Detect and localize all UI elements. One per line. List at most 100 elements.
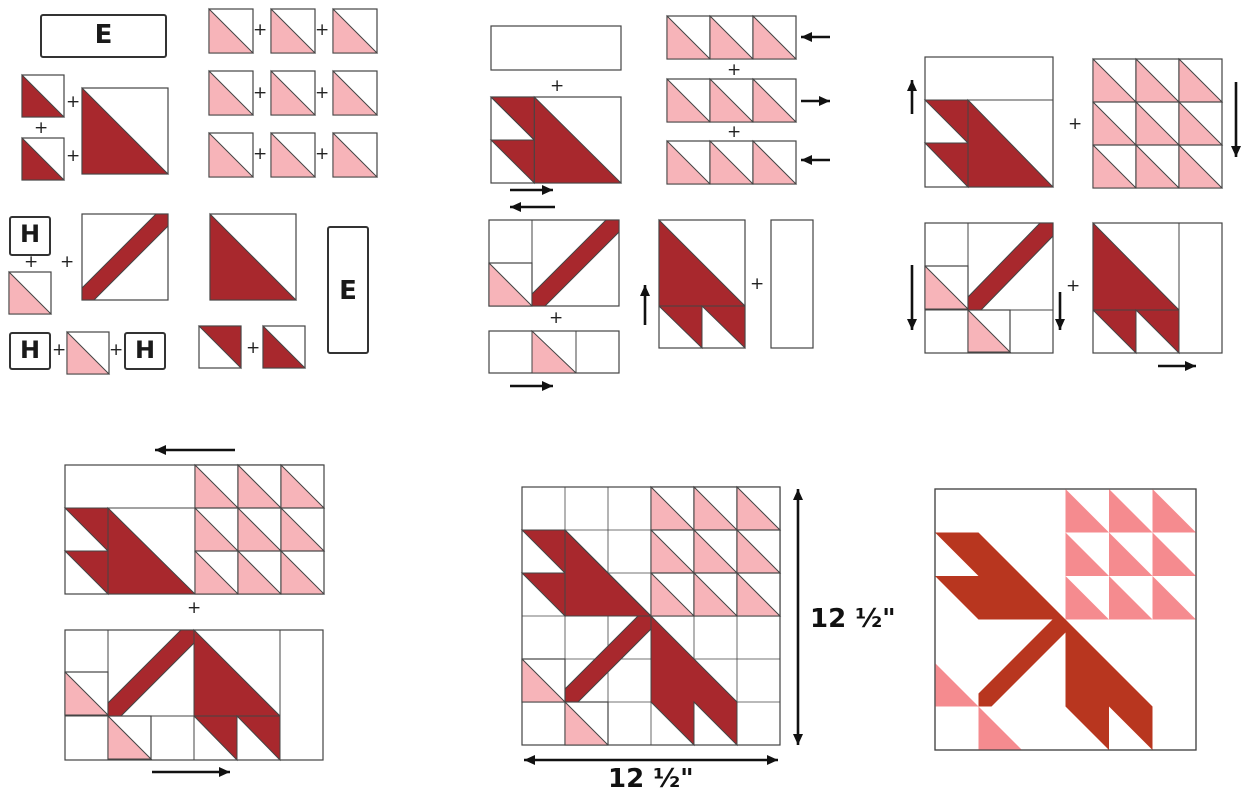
arrow-right [510, 381, 553, 391]
pink-half-square-triangle [332, 69, 379, 116]
stem-strip [81, 213, 169, 301]
dark-half-square-triangle [197, 325, 242, 370]
pink-triangle [1109, 576, 1153, 620]
pink-half-square-triangle [666, 77, 712, 123]
arrow-left [510, 202, 555, 212]
arrow-right [152, 767, 230, 777]
arrow-down [1231, 82, 1241, 157]
pink-triangle [1152, 532, 1196, 576]
arrow-right [1158, 361, 1196, 371]
pink-half-square-triangle [1135, 143, 1181, 189]
dark-half-square-triangle [262, 324, 307, 369]
pink-half-square-triangle [194, 549, 240, 595]
pink-half-square-triangle [666, 14, 712, 60]
width-dimension-label: 12 ½" [608, 764, 694, 794]
pink-half-square-triangle [107, 714, 153, 760]
pink-triangle [1109, 489, 1153, 533]
pink-half-square-triangle [564, 700, 610, 746]
label-h-1: H [19, 220, 41, 248]
pink-half-square-triangle [709, 139, 755, 185]
pink-half-square-triangle [488, 261, 534, 307]
stem-strip [531, 219, 620, 307]
plus-sign: + [109, 340, 124, 360]
pink-half-square-triangle [280, 549, 326, 595]
pink-half-square-triangle [752, 14, 798, 60]
plus-sign: + [750, 274, 765, 294]
pink-triangle [1152, 576, 1196, 620]
plus-sign: + [246, 338, 261, 358]
pink-triangle [978, 706, 1022, 750]
empty-strip [770, 219, 814, 349]
large-dark-triangle [81, 86, 170, 175]
width-arrow [651, 755, 778, 765]
finished-block-border [934, 488, 1197, 751]
arrow-left [801, 32, 830, 42]
plus-sign: + [253, 83, 268, 103]
pink-half-square-triangle [270, 69, 317, 116]
arrow-down [907, 265, 917, 330]
height-arrow [793, 489, 803, 617]
pink-triangle [935, 663, 979, 707]
pink-half-square-triangle [208, 131, 255, 178]
pink-half-square-triangle [208, 69, 255, 116]
plus-sign: + [727, 122, 742, 142]
pink-half-square-triangle [531, 329, 578, 374]
label-e-right: E [339, 276, 357, 306]
plus-sign: + [253, 20, 268, 40]
pink-half-square-triangle [270, 131, 317, 178]
unit-h-3 [124, 332, 166, 370]
width-arrow [524, 755, 651, 765]
pink-half-square-triangle [650, 571, 696, 617]
label-h-3: H [134, 336, 156, 364]
large-dark-triangle [209, 212, 298, 301]
leaf-big-wedge [978, 532, 1066, 620]
plus-sign: + [550, 76, 565, 96]
stem-strip [978, 619, 1066, 707]
pink-half-square-triangle [752, 77, 798, 123]
plus-sign: + [253, 144, 268, 164]
pink-half-square-triangle [924, 264, 970, 310]
pink-half-square-triangle [1092, 143, 1138, 189]
arrow-up [640, 285, 650, 325]
leaf-big-wedge [107, 506, 197, 595]
unit-h-1 [9, 216, 51, 256]
plus-sign: + [66, 146, 81, 166]
pink-half-square-triangle [967, 308, 1012, 353]
pink-half-square-triangle [64, 670, 110, 716]
plus-sign: + [315, 83, 330, 103]
leaf-dark-wedge [650, 614, 738, 747]
plus-sign: + [727, 60, 742, 80]
plus-sign: + [52, 340, 67, 360]
height-arrow [793, 617, 803, 745]
pink-half-square-triangle [66, 330, 111, 375]
pink-triangle [1065, 489, 1109, 533]
label-h-2: H [19, 336, 41, 364]
pink-half-square-triangle [709, 14, 755, 60]
pink-half-square-triangle [521, 657, 567, 703]
pink-half-square-triangle [270, 7, 317, 54]
plus-sign: + [34, 118, 49, 138]
arrow-left [801, 155, 830, 165]
dark-half-square-triangle [21, 73, 66, 118]
pink-triangle [1065, 576, 1109, 620]
plus-sign: + [1068, 114, 1083, 134]
leaf-dark-wedge [1065, 619, 1153, 750]
leaf-big-wedge [967, 98, 1055, 188]
pink-half-square-triangle [237, 549, 283, 595]
stem-strip [967, 222, 1054, 311]
pink-half-square-triangle [1178, 143, 1224, 189]
leaf-finger-top [935, 532, 979, 576]
pink-half-square-triangle [709, 77, 755, 123]
plus-sign: + [60, 252, 75, 272]
empty-rectangle [490, 25, 622, 71]
arrow-down [1055, 292, 1065, 330]
pink-half-square-triangle [736, 571, 782, 617]
pink-half-square-triangle [332, 131, 379, 178]
arrow-right [801, 96, 830, 106]
plus-sign: + [1066, 276, 1081, 296]
plus-sign: + [66, 92, 81, 112]
arrow-left [155, 445, 235, 455]
plus-sign: + [315, 20, 330, 40]
pink-half-square-triangle [208, 7, 255, 54]
